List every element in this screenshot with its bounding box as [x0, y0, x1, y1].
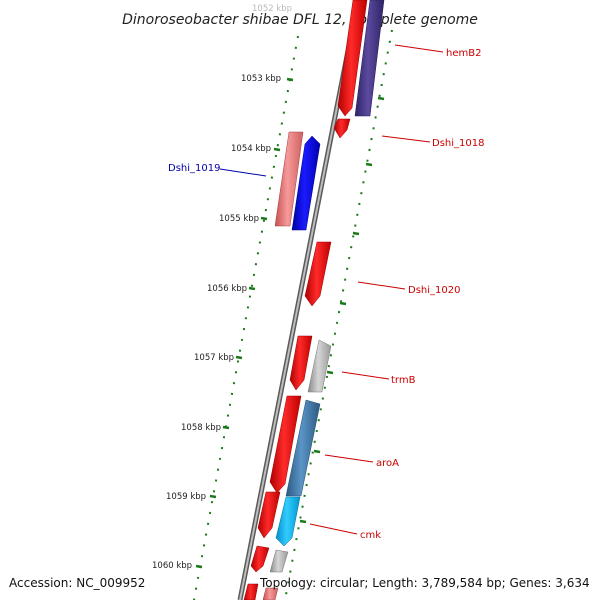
- gene-label-aroA[interactable]: aroA: [376, 458, 399, 469]
- gene-pink-feature-bottom[interactable]: [262, 587, 279, 600]
- genome-summary-text: Topology: circular; Length: 3,789,584 bp…: [260, 576, 590, 590]
- gene-label-Dshi_1019[interactable]: Dshi_1019: [168, 163, 220, 174]
- gene-red-feature-bottom-2[interactable]: [243, 583, 259, 600]
- gene-pink-feature[interactable]: [274, 131, 304, 227]
- inner-ruler: [284, 29, 393, 600]
- gene-grey-feature-2[interactable]: [269, 549, 289, 573]
- accession-text: Accession: NC_009952: [9, 576, 146, 590]
- label-leader-lines: [219, 44, 444, 535]
- gene-Dshi_1020[interactable]: [304, 241, 332, 307]
- gene-label-cmk[interactable]: cmk: [360, 530, 381, 541]
- gene-steel-feature[interactable]: [285, 399, 321, 497]
- gene-purple-feature[interactable]: [354, 0, 385, 117]
- gene-hemB2[interactable]: [337, 0, 368, 117]
- kbp-label-1059: 1059 kbp: [166, 492, 206, 502]
- gene-grey-feature-1[interactable]: [307, 339, 332, 393]
- kbp-label-1054: 1054 kbp: [231, 144, 271, 154]
- gene-Dshi_1018[interactable]: [333, 118, 351, 139]
- gene-aroA[interactable]: [269, 395, 302, 494]
- gene-label-Dshi_1020[interactable]: Dshi_1020: [408, 285, 460, 296]
- gene-label-Dshi_1018[interactable]: Dshi_1018: [432, 138, 484, 149]
- gene-Dshi_1019[interactable]: [291, 135, 321, 231]
- outer-ruler: [193, 35, 299, 600]
- gene-red-feature-cmk-left[interactable]: [257, 491, 281, 539]
- kbp-label-1053: 1053 kbp: [241, 74, 281, 84]
- gene-trmB[interactable]: [289, 335, 313, 391]
- kbp-ticks: [195, 77, 385, 569]
- kbp-label-1052: 1052 kbp: [252, 4, 292, 14]
- kbp-label-1056: 1056 kbp: [207, 284, 247, 294]
- gene-label-hemB2[interactable]: hemB2: [446, 48, 481, 59]
- genome-backbone: [237, 0, 361, 600]
- map-title: Dinoroseobacter shibae DFL 12, complete …: [122, 12, 478, 28]
- gene-cmk[interactable]: [275, 496, 301, 547]
- kbp-label-1058: 1058 kbp: [181, 423, 221, 433]
- kbp-label-1060: 1060 kbp: [152, 561, 192, 571]
- kbp-label-1057: 1057 kbp: [194, 353, 234, 363]
- kbp-label-1055: 1055 kbp: [219, 214, 259, 224]
- gene-red-feature-bottom-1[interactable]: [250, 545, 270, 573]
- gene-label-trmB[interactable]: trmB: [391, 375, 416, 386]
